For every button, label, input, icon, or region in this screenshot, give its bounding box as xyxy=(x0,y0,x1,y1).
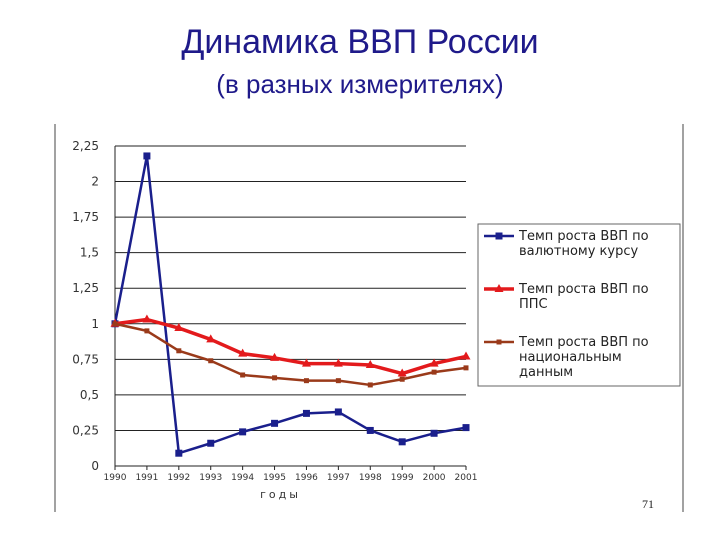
data-point xyxy=(174,323,184,332)
data-point xyxy=(366,426,374,434)
legend-entry: Темп роста ВВП по валютному курсу xyxy=(484,229,649,259)
y-tick-label: 1 xyxy=(91,317,99,331)
legend-entry: Темп роста ВВП по национальным данным xyxy=(484,335,649,380)
data-point xyxy=(496,339,502,345)
x-tick-label: 1990 xyxy=(104,473,127,483)
x-tick-label: 1997 xyxy=(327,473,350,483)
y-tick-label: 1,5 xyxy=(80,246,99,260)
x-tick-label: 1993 xyxy=(199,473,222,483)
data-point xyxy=(461,351,471,360)
data-point xyxy=(206,334,216,343)
data-point xyxy=(303,378,309,384)
data-point xyxy=(144,328,150,334)
legend: Темп роста ВВП по валютному курсу Темп рос… xyxy=(477,223,681,387)
data-point xyxy=(463,365,469,371)
data-point xyxy=(367,382,373,388)
data-point xyxy=(302,409,310,417)
legend-label: Темп роста ВВП по ППС xyxy=(518,282,649,312)
data-point xyxy=(399,376,405,382)
data-point xyxy=(175,449,183,457)
series-3 xyxy=(112,321,469,388)
legend-entry: Темп роста ВВП по ППС xyxy=(484,282,649,312)
series-line xyxy=(113,154,467,455)
page-title: Динамика ВВП России xyxy=(181,23,539,61)
x-tick-label: 1999 xyxy=(391,473,414,483)
series-line xyxy=(114,322,467,387)
y-tick-label: 0,25 xyxy=(72,423,99,437)
x-tick-label: 1996 xyxy=(295,473,318,483)
data-point xyxy=(333,358,343,367)
data-point xyxy=(431,369,437,375)
data-point xyxy=(462,424,470,432)
y-tick-label: 0,5 xyxy=(80,388,99,402)
legend-box xyxy=(477,223,681,387)
data-point xyxy=(494,284,504,292)
data-point xyxy=(239,428,247,436)
series-layer xyxy=(110,152,471,457)
axis-layer: 0 0,25 0,5 0,75 1 1,25 1,5 1,75 2 2,25 1990 1991 199… xyxy=(72,139,477,501)
y-tick-label: 0 xyxy=(91,459,99,473)
y-tick-label: 0,75 xyxy=(72,352,99,366)
series-1 xyxy=(111,152,470,457)
series-2 xyxy=(110,314,471,377)
data-point xyxy=(238,348,248,357)
data-point xyxy=(176,348,182,354)
series-line xyxy=(114,317,467,376)
data-point xyxy=(272,375,278,381)
page-number: 71 xyxy=(642,497,654,511)
y-tick-label: 1,25 xyxy=(72,281,99,295)
data-point xyxy=(398,438,406,446)
x-tick-label: 2001 xyxy=(455,473,478,483)
x-tick-label: 2000 xyxy=(423,473,446,483)
legend-label: Темп роста ВВП по национальным данным xyxy=(518,335,649,380)
data-point xyxy=(112,321,118,327)
data-point xyxy=(270,352,280,361)
data-point xyxy=(301,358,311,367)
data-point xyxy=(397,368,407,377)
y-tick-label: 2,25 xyxy=(72,139,99,153)
x-axis-label: годы xyxy=(260,488,301,501)
x-tick-label: 1995 xyxy=(263,473,286,483)
data-point xyxy=(495,232,503,240)
x-tick-label: 1992 xyxy=(167,473,190,483)
page-subtitle: (в разных измерителях) xyxy=(216,69,504,99)
y-tick-label: 2 xyxy=(91,175,99,189)
data-point xyxy=(142,314,152,323)
data-point xyxy=(207,439,215,447)
y-tick-label: 1,75 xyxy=(72,210,99,224)
data-point xyxy=(334,408,342,416)
data-point xyxy=(143,152,151,160)
data-point xyxy=(240,372,246,378)
data-point xyxy=(365,360,375,369)
x-tick-label: 1998 xyxy=(359,473,382,483)
data-point xyxy=(208,358,214,364)
data-point xyxy=(335,378,341,384)
data-point xyxy=(429,358,439,367)
legend-label: Темп роста ВВП по валютному курсу xyxy=(518,229,649,259)
data-point xyxy=(430,429,438,437)
grid-layer xyxy=(115,145,466,431)
x-tick-label: 1991 xyxy=(135,473,158,483)
x-tick-label: 1994 xyxy=(231,473,254,483)
data-point xyxy=(271,419,279,427)
